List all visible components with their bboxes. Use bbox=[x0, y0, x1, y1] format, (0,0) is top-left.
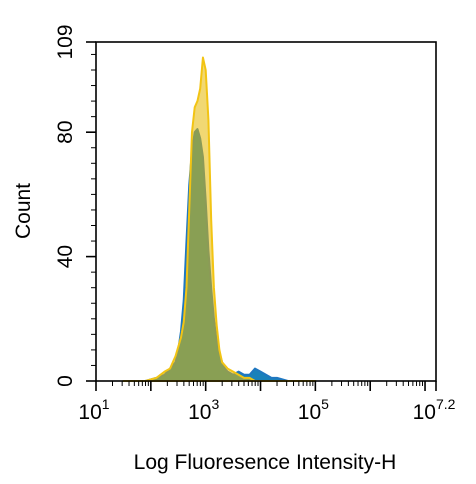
x-tick-label: 107.2 bbox=[413, 396, 456, 424]
y-axis-title: Count bbox=[12, 183, 35, 239]
x-axis-title: Log Fluoresence Intensity-H bbox=[134, 451, 397, 474]
x-tick-label: 105 bbox=[298, 396, 329, 424]
x-tick-label: 103 bbox=[188, 396, 219, 424]
plot-frame bbox=[95, 41, 437, 382]
y-tick-label: 40 bbox=[54, 245, 77, 268]
x-tick-label: 101 bbox=[78, 396, 109, 424]
histogram-areas bbox=[122, 56, 317, 382]
y-tick-label: 80 bbox=[54, 121, 77, 144]
y-tick-label: 109 bbox=[54, 24, 77, 59]
plot-border bbox=[95, 41, 437, 382]
y-axis-ticks: 0 40 80 109 bbox=[54, 24, 96, 387]
series-2-area bbox=[122, 56, 317, 382]
x-axis-ticks: 101 103 105 107.2 bbox=[78, 381, 456, 424]
y-tick-label: 0 bbox=[54, 375, 77, 387]
